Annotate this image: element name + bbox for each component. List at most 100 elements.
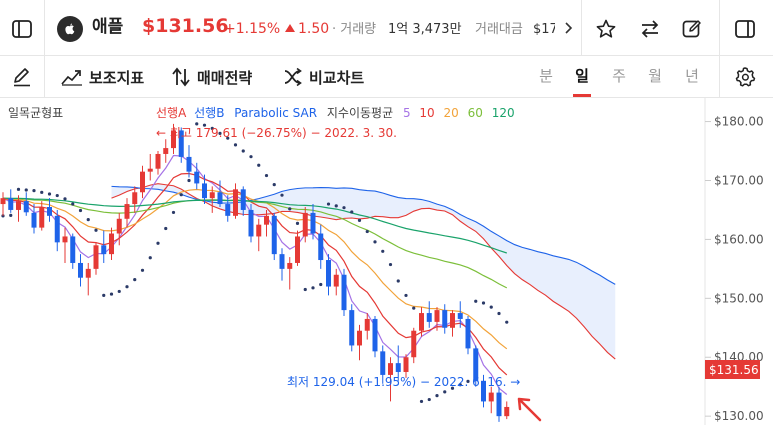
indicator-icon <box>61 70 82 86</box>
legend-ichimoku-a: 선행A <box>156 105 187 120</box>
sar-dot <box>295 221 300 225</box>
y-axis-label: $150.00 <box>714 291 764 305</box>
sar-dot <box>187 178 191 183</box>
candle-body <box>318 233 324 261</box>
sar-dot <box>505 320 509 324</box>
period-minute[interactable]: 분 <box>539 67 553 85</box>
candle-body <box>380 351 386 375</box>
sar-dot <box>24 188 28 192</box>
sar-dot <box>9 213 13 217</box>
period-year[interactable]: 년 <box>685 67 699 85</box>
period-month[interactable]: 월 <box>648 67 662 85</box>
candle-body <box>488 392 494 402</box>
strategy-button[interactable]: 매매전략 <box>171 65 252 89</box>
legend-ma-120: 120 <box>492 106 515 120</box>
period-week[interactable]: 주 <box>612 67 626 85</box>
candle-body <box>419 313 424 331</box>
sar-dot <box>365 229 369 234</box>
period-day[interactable]: 일 <box>575 67 589 85</box>
sar-dot <box>218 131 222 136</box>
sar-dot <box>133 278 137 282</box>
up-arrow-icon <box>285 24 295 32</box>
candle-body <box>233 189 238 216</box>
candle-body <box>295 236 300 263</box>
indicator-button[interactable]: 보조지표 <box>61 65 144 89</box>
price-chart[interactable]: $180.00 $170.00 $160.00 $150.00 $140.00 $130.… <box>0 98 773 425</box>
sar-dot <box>311 286 315 290</box>
sar-dot <box>16 187 21 191</box>
candle-body <box>496 392 502 417</box>
ema-60-line <box>2 197 508 289</box>
sar-dot <box>117 289 121 294</box>
candle-body <box>395 363 401 372</box>
candle-body <box>101 245 107 255</box>
candle-body <box>372 318 378 352</box>
sar-dot <box>125 285 129 289</box>
candle-body <box>163 148 169 154</box>
sar-dot <box>303 287 307 292</box>
header-scroll-right-button[interactable] <box>561 18 577 38</box>
candle-body <box>302 212 308 237</box>
candle-body <box>132 192 138 205</box>
candle-body <box>202 183 207 199</box>
divider <box>719 0 720 56</box>
layout-panel-button[interactable] <box>10 17 34 41</box>
swap-icon <box>641 20 659 38</box>
compare-icon <box>284 67 302 87</box>
compare-button[interactable]: 비교차트 <box>283 65 364 89</box>
legend-ma-60: 60 <box>468 106 483 120</box>
candle-body <box>279 254 285 269</box>
candle-body <box>403 357 409 372</box>
amount-value: $17 <box>533 22 555 37</box>
candle-body <box>473 348 479 381</box>
sar-dot <box>86 218 90 222</box>
stock-name: 애플 <box>92 17 124 37</box>
active-period-indicator <box>573 94 591 97</box>
draw-pen-icon <box>14 68 30 87</box>
draw-button[interactable] <box>10 65 34 89</box>
sar-dot <box>342 206 346 210</box>
candle-body <box>287 262 293 269</box>
candle-body <box>194 171 200 184</box>
ema-120-line <box>2 197 507 254</box>
divider <box>44 56 45 98</box>
sidebar-toggle-button[interactable] <box>733 17 757 41</box>
y-axis-label: $130.00 <box>714 409 764 423</box>
swap-button[interactable] <box>638 17 662 41</box>
candle-body <box>364 318 370 331</box>
favorite-button[interactable] <box>594 17 618 41</box>
legend-ma-label: 지수이동평균 <box>327 106 393 120</box>
sar-dot <box>481 301 486 305</box>
sar-dot <box>148 256 152 260</box>
candle-body <box>54 215 60 243</box>
candle-body <box>310 212 316 234</box>
candle-body <box>70 236 76 263</box>
sar-dot <box>388 262 393 267</box>
ema-20-line <box>2 188 508 350</box>
candle-body <box>457 313 463 319</box>
candle-body <box>62 236 68 243</box>
candle-body <box>217 192 223 205</box>
chart-settings-button[interactable] <box>733 65 757 89</box>
sar-dot <box>32 189 36 193</box>
sar-dot <box>319 282 323 287</box>
sar-dot <box>396 279 400 283</box>
stock-header-bar: 애플 $131.56 +1.15% 1.50 · 거래량 1억 3,473만 거… <box>0 0 773 56</box>
candle-body <box>147 168 153 172</box>
candle-body <box>39 207 45 228</box>
pointer-arrow-icon <box>517 397 542 422</box>
sar-dot <box>404 293 408 298</box>
sar-dot <box>419 399 424 404</box>
candle-body <box>31 212 37 228</box>
apple-logo <box>57 16 83 42</box>
candle-body <box>155 153 161 169</box>
legend-ma-10: 10 <box>419 106 434 120</box>
chart-toolbar: 보조지표 매매전략 비교차트 분 일 주 월 년 <box>0 56 773 98</box>
chart-canvas[interactable]: $180.00$170.00$160.00$150.00$140.00$130.… <box>0 98 773 425</box>
sar-dot <box>264 173 269 178</box>
amount-label: 거래대금 <box>475 22 523 37</box>
sar-dot <box>357 218 362 222</box>
sar-dot <box>249 155 253 159</box>
edit-button[interactable] <box>680 17 704 41</box>
legend-ma-20: 20 <box>444 106 459 120</box>
